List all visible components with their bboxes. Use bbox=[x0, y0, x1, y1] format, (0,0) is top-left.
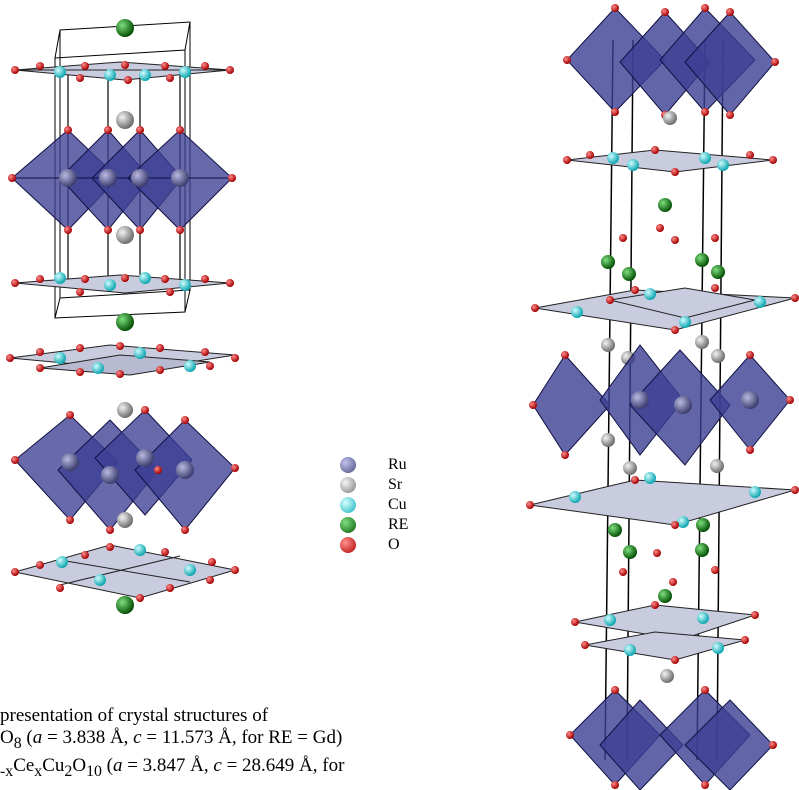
caption-subscript: 8 bbox=[13, 734, 22, 752]
legend-item-cu: Cu bbox=[340, 495, 420, 515]
caption-line-2: O8 (a = 3.838 Å, c = 11.573 Å, for RE = … bbox=[0, 727, 343, 752]
right-plane-2 bbox=[531, 284, 799, 334]
legend-item-ru: Ru bbox=[340, 455, 420, 475]
caption-subscript: 2 bbox=[64, 762, 73, 780]
bottom-octahedra bbox=[569, 689, 774, 790]
ru-swatch bbox=[340, 457, 356, 473]
caption-formula: Ce bbox=[13, 754, 35, 776]
ru-atoms bbox=[59, 169, 189, 187]
caption-formula: O bbox=[72, 754, 87, 776]
o-atoms-cell bbox=[8, 61, 236, 296]
legend-label: Cu bbox=[388, 496, 407, 513]
caption-subscript: 10 bbox=[86, 762, 102, 780]
right-crystal-structure bbox=[526, 4, 799, 790]
caption-subscript: -x bbox=[0, 762, 14, 780]
legend-item-re: RE bbox=[340, 515, 420, 535]
left-crystal-structure bbox=[6, 19, 239, 614]
cu-swatch bbox=[340, 497, 356, 513]
caption-line-3: -xCexCu2O10 (a = 3.847 Å, c = 28.649 Å, … bbox=[0, 754, 345, 780]
figure-caption: presentation of crystal structures of O8… bbox=[0, 705, 520, 790]
right-plane-3 bbox=[526, 472, 799, 532]
caption-subscript: x bbox=[34, 762, 43, 780]
ruo6-octahedra-layer bbox=[11, 129, 233, 231]
lattice-c-value: = 11.573 Å, for RE = Gd) bbox=[141, 727, 343, 748]
legend-label: Sr bbox=[388, 476, 403, 493]
caption-formula: O bbox=[0, 727, 14, 748]
lattice-a-label: a bbox=[112, 754, 123, 776]
exploded-plane-1 bbox=[6, 342, 239, 378]
re-swatch bbox=[340, 517, 356, 533]
o-swatch bbox=[340, 537, 356, 553]
legend-label: Ru bbox=[388, 456, 407, 473]
right-re-layer-2 bbox=[608, 523, 719, 603]
right-plane-1 bbox=[563, 146, 777, 176]
right-re-layer-1 bbox=[601, 198, 725, 281]
re-atoms bbox=[116, 19, 134, 331]
exploded-plane-2 bbox=[11, 543, 239, 614]
caption-formula: Cu bbox=[42, 754, 65, 776]
lattice-a-value: = 3.838 Å, bbox=[42, 727, 134, 748]
lattice-a-label: a bbox=[32, 727, 43, 748]
lattice-c-value: = 28.649 Å, for bbox=[221, 754, 345, 776]
legend-item-o: O bbox=[340, 535, 420, 555]
sr-swatch bbox=[340, 477, 356, 493]
legend-label: RE bbox=[388, 516, 409, 533]
exploded-ru-atoms bbox=[61, 449, 194, 484]
top-octahedra bbox=[566, 7, 776, 116]
lattice-c-label: c bbox=[133, 727, 142, 748]
cu-atoms-cell bbox=[54, 66, 191, 291]
lattice-a-value: = 3.847 Å, bbox=[122, 754, 214, 776]
legend-item-sr: Sr bbox=[340, 475, 420, 495]
caption-line-1: presentation of crystal structures of bbox=[0, 705, 269, 726]
sr-atoms bbox=[116, 111, 134, 244]
right-plane-4 bbox=[571, 601, 759, 664]
lattice-c-label: c bbox=[213, 754, 222, 776]
legend-label: O bbox=[388, 536, 400, 553]
